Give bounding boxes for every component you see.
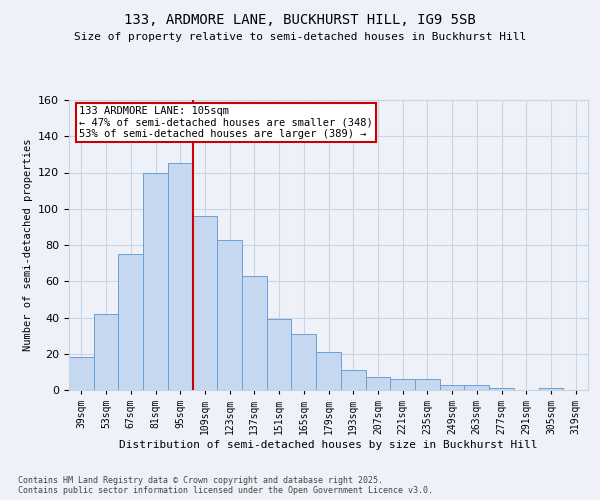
Bar	[415, 379, 440, 390]
Text: Contains HM Land Registry data © Crown copyright and database right 2025.
Contai: Contains HM Land Registry data © Crown c…	[18, 476, 433, 495]
Bar	[242, 276, 267, 390]
Bar	[168, 164, 193, 390]
X-axis label: Distribution of semi-detached houses by size in Buckhurst Hill: Distribution of semi-detached houses by …	[119, 440, 538, 450]
Text: 133 ARDMORE LANE: 105sqm
← 47% of semi-detached houses are smaller (348)
53% of : 133 ARDMORE LANE: 105sqm ← 47% of semi-d…	[79, 106, 373, 139]
Bar	[267, 320, 292, 390]
Bar	[94, 314, 118, 390]
Bar	[143, 172, 168, 390]
Bar	[464, 384, 489, 390]
Bar	[390, 379, 415, 390]
Y-axis label: Number of semi-detached properties: Number of semi-detached properties	[23, 138, 32, 352]
Bar	[440, 384, 464, 390]
Bar	[69, 358, 94, 390]
Bar	[193, 216, 217, 390]
Text: Size of property relative to semi-detached houses in Buckhurst Hill: Size of property relative to semi-detach…	[74, 32, 526, 42]
Bar	[365, 378, 390, 390]
Bar	[316, 352, 341, 390]
Bar	[489, 388, 514, 390]
Bar	[118, 254, 143, 390]
Bar	[217, 240, 242, 390]
Bar	[539, 388, 563, 390]
Bar	[341, 370, 365, 390]
Text: 133, ARDMORE LANE, BUCKHURST HILL, IG9 5SB: 133, ARDMORE LANE, BUCKHURST HILL, IG9 5…	[124, 12, 476, 26]
Bar	[292, 334, 316, 390]
